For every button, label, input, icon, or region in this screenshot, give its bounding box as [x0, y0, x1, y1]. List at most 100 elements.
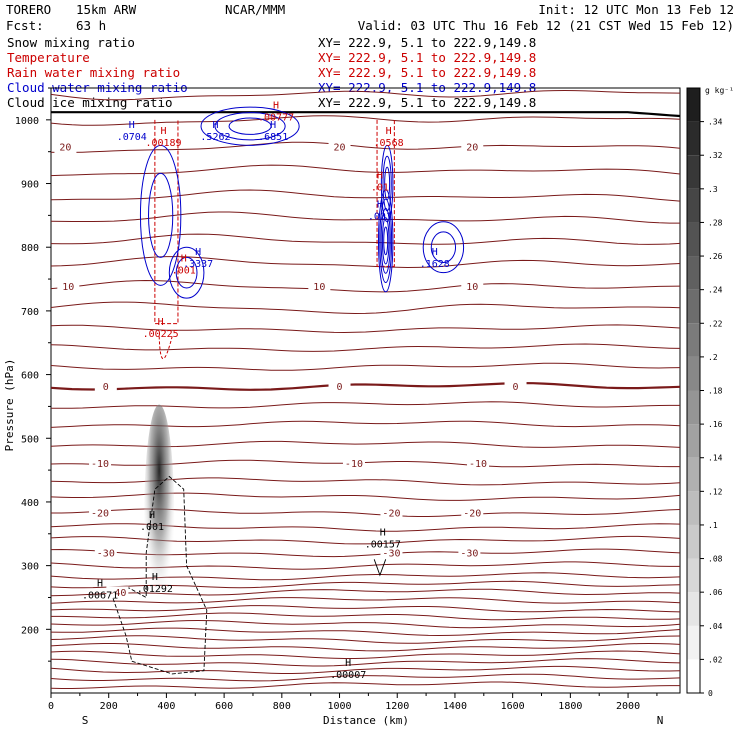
- isotherm-label-bg: [380, 546, 403, 559]
- x-tick-label: 600: [215, 701, 233, 712]
- maximum-marker: H: [158, 317, 164, 328]
- colorbar-swatch: [687, 222, 700, 257]
- cloud-water-contour: [382, 155, 392, 212]
- colorbar-swatch: [687, 558, 700, 593]
- maximum-marker: H: [380, 527, 386, 538]
- isotherm-line: [50, 635, 681, 644]
- maximum-value: .3337: [183, 259, 213, 270]
- colorbar-swatch: [687, 256, 700, 290]
- y-tick-label: 900: [21, 180, 39, 191]
- isotherm-label: 10: [62, 282, 74, 293]
- cloud-water-contour: [383, 226, 389, 256]
- colorbar-swatch: [687, 491, 700, 525]
- isotherm-label: -30: [382, 548, 400, 559]
- isotherm-line: [50, 301, 681, 315]
- maximum-marker: H: [149, 510, 155, 521]
- x-tick-label: 200: [100, 701, 118, 712]
- isotherm-line: [50, 189, 681, 202]
- isotherm-label: 20: [466, 143, 478, 154]
- cloud-water-contour: [377, 189, 394, 293]
- colorbar-swatch: [687, 289, 700, 324]
- maximum-marker: H: [212, 120, 218, 131]
- colorbar-label: .22: [708, 319, 723, 328]
- colorbar-swatch: [687, 390, 700, 425]
- maximum-value: .00671: [82, 590, 118, 601]
- maximum-marker: H: [97, 578, 103, 589]
- colorbar-label: .3: [708, 185, 718, 194]
- colorbar-swatch: [687, 88, 700, 122]
- colorbar-swatch: [687, 457, 700, 492]
- x-tick-label: 400: [157, 701, 175, 712]
- field-xy-2: XY= 222.9, 5.1 to 222.9,149.8: [318, 65, 536, 80]
- cloud-water-contour: [381, 217, 390, 265]
- colorbar-swatch: [687, 659, 700, 693]
- isotherm-label: -20: [91, 508, 109, 519]
- isotherm-line: [50, 681, 680, 689]
- isotherm-label: 20: [59, 143, 71, 154]
- colorbar-label: .14: [708, 454, 723, 463]
- y-axis-label: Pressure (hPa): [3, 359, 16, 452]
- isotherm-label-bg: [461, 506, 484, 519]
- maximum-marker: H: [129, 120, 135, 131]
- colorbar-swatch: [687, 121, 700, 156]
- x-axis-label: Distance (km): [323, 714, 409, 727]
- colorbar-label: .16: [708, 420, 723, 429]
- model-name: TORERO: [6, 2, 51, 17]
- isotherm-label-bg: [461, 280, 484, 293]
- rain-contour: [158, 336, 173, 359]
- y-tick-label: 600: [21, 371, 39, 382]
- isotherm-line: [50, 141, 681, 154]
- colorbar-unit: g kg⁻¹: [705, 86, 734, 95]
- maximum-marker: H: [377, 171, 383, 182]
- forecast-label: Fcst:: [6, 18, 44, 33]
- maximum-marker: H: [195, 247, 201, 258]
- isotherm-label: 10: [466, 282, 478, 293]
- maximum-marker: H: [270, 120, 276, 131]
- y-tick-label: 500: [21, 434, 39, 445]
- colorbar-label: .2: [708, 353, 718, 362]
- isotherm-line: [50, 362, 681, 371]
- x-tick-label: 800: [273, 701, 291, 712]
- isotherm-label-bg: [504, 380, 527, 393]
- model-center: NCAR/MMM: [225, 2, 285, 17]
- maximum-value: .001: [172, 266, 196, 277]
- cloud-ice-contour: [111, 475, 208, 675]
- isotherm-line: [50, 164, 681, 177]
- north-endpoint-label: N: [657, 714, 664, 727]
- cloud-water-contour: [148, 172, 174, 258]
- maximum-marker: H: [386, 126, 392, 137]
- colorbar-label: .24: [708, 286, 723, 295]
- field-name-2: Rain water mixing ratio: [7, 65, 180, 80]
- field-xy-1: XY= 222.9, 5.1 to 222.9,149.8: [318, 50, 536, 65]
- maximum-value: .00225: [143, 329, 179, 340]
- maximum-marker: H: [152, 572, 158, 583]
- x-tick-label: 1600: [501, 701, 525, 712]
- y-tick-label: 700: [21, 307, 39, 318]
- isotherm-label-bg: [89, 506, 112, 519]
- isotherm-label-bg: [328, 380, 351, 393]
- cloud-water-contour: [139, 144, 182, 286]
- maximum-marker: H: [345, 658, 351, 669]
- colorbar-label: .18: [708, 387, 723, 396]
- y-tick-label: 200: [21, 625, 39, 636]
- colorbar-label: .08: [708, 555, 723, 564]
- colorbar-swatch: [687, 155, 700, 189]
- isotherm-label: -30: [460, 548, 478, 559]
- cloud-water-contour: [200, 106, 300, 146]
- x-tick-label: 2000: [616, 701, 640, 712]
- isotherm-line: [50, 233, 681, 245]
- isotherm-line: [50, 673, 681, 682]
- isotherm-line: [50, 256, 681, 269]
- isotherm-line: [50, 211, 680, 224]
- maximum-value: .01292: [137, 584, 173, 595]
- isotherm-label: -20: [463, 508, 481, 519]
- isotherm-label-bg: [461, 141, 484, 154]
- x-tick-label: 1000: [327, 701, 351, 712]
- colorbar-label: .26: [708, 252, 723, 261]
- isotherm-label-bg: [467, 457, 490, 470]
- field-xy-4: XY= 222.9, 5.1 to 222.9,149.8: [318, 95, 536, 110]
- field-name-1: Temperature: [7, 50, 90, 65]
- isotherm-label: 0: [513, 382, 519, 393]
- maximum-value: .00157: [365, 539, 401, 550]
